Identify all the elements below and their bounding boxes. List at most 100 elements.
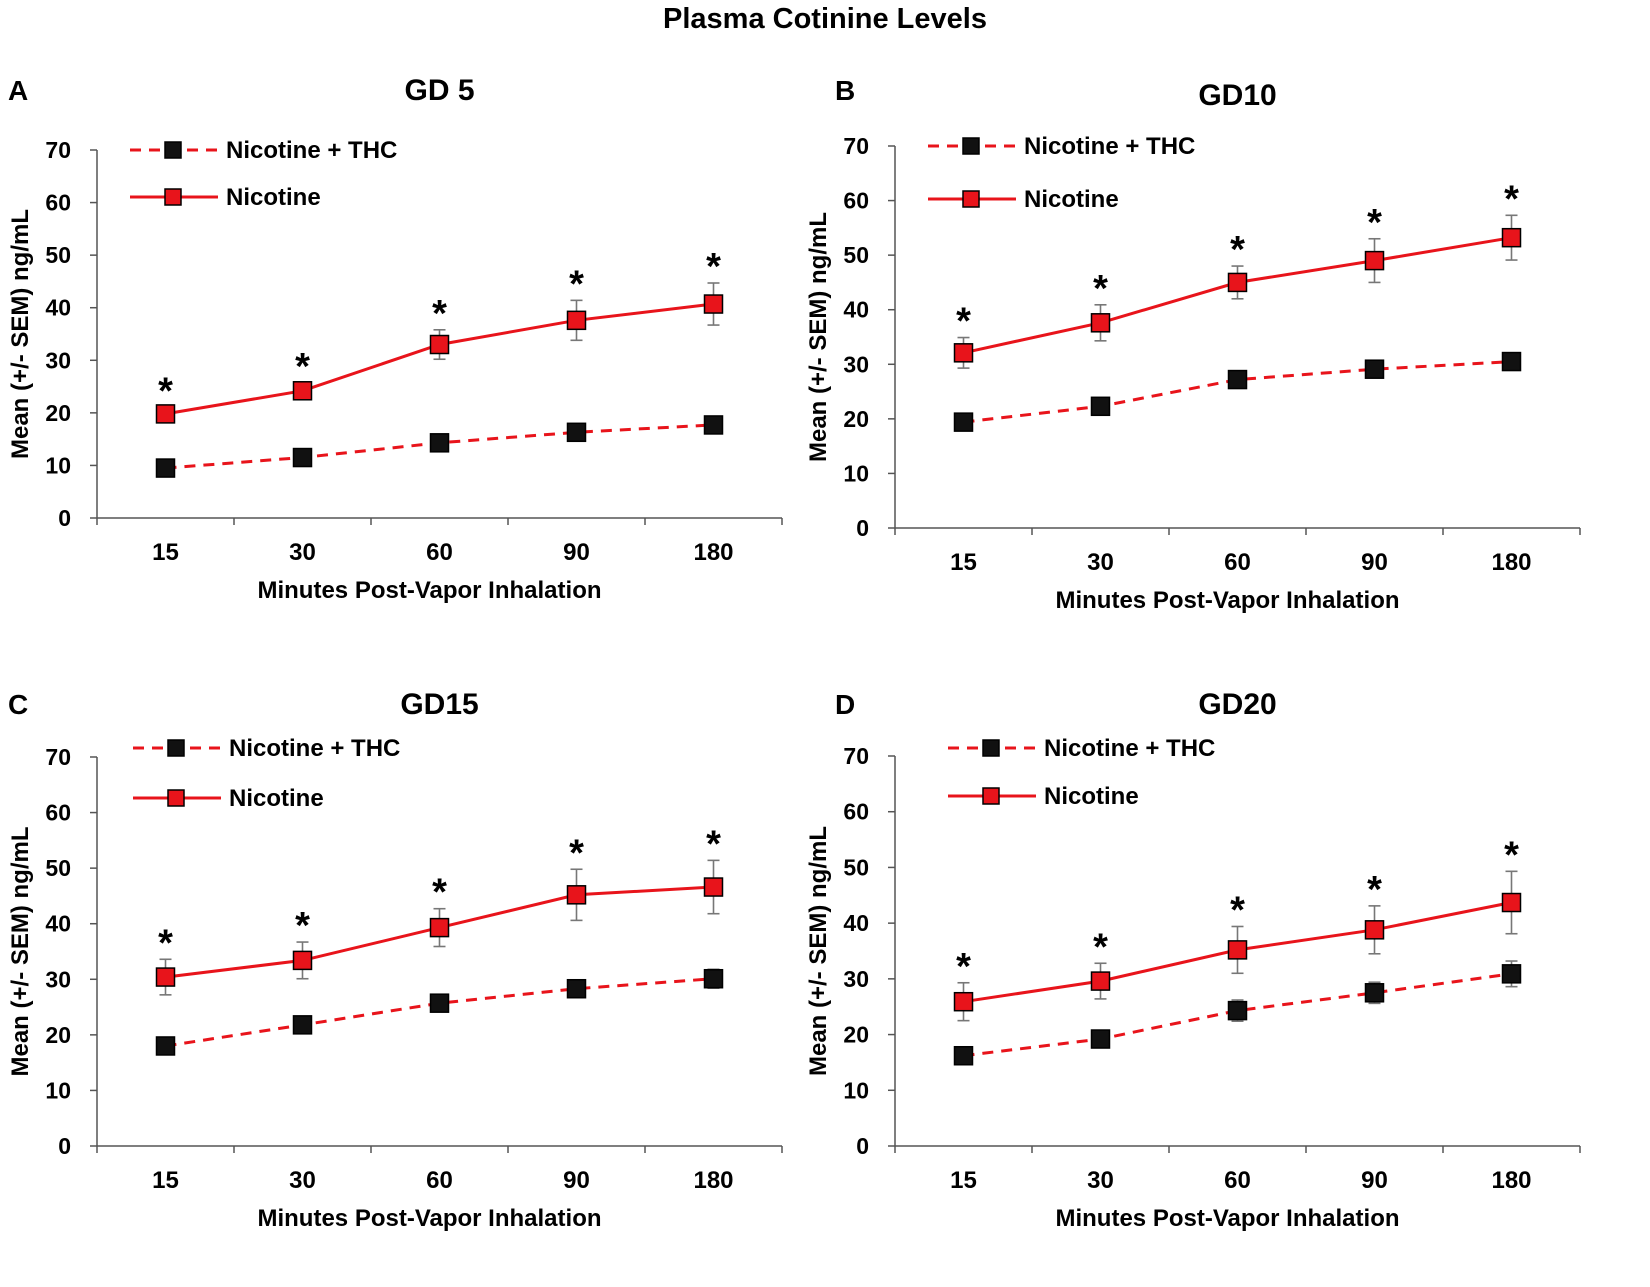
series-line bbox=[963, 360, 1512, 424]
chart-title: GD10 bbox=[1198, 79, 1276, 112]
data-point bbox=[953, 1045, 974, 1066]
x-tick-label: 90 bbox=[563, 1167, 590, 1194]
y-tick-label: 30 bbox=[843, 966, 869, 992]
x-tick-label: 60 bbox=[426, 539, 453, 566]
series-nicotine bbox=[155, 282, 724, 424]
data-point bbox=[155, 1036, 176, 1056]
series-nicotine bbox=[953, 214, 1522, 369]
series-nicotine-thc bbox=[155, 968, 724, 1056]
x-tick-label: 60 bbox=[1224, 1167, 1251, 1194]
x-tick-label: 30 bbox=[289, 539, 316, 566]
significance-marker: * bbox=[1093, 268, 1108, 310]
legend-item-nicotine-thc: Nicotine + THC bbox=[948, 735, 1215, 762]
y-tick-label: 70 bbox=[45, 137, 71, 163]
significance-marker: * bbox=[1230, 889, 1245, 931]
data-point bbox=[1090, 313, 1111, 333]
legend-marker bbox=[164, 141, 182, 159]
chart-panel-d: D GD20 0 10 20 30 40 50 60 70 15 30 60 90 180 Minutes P… bbox=[805, 688, 1581, 1232]
significance-marker: * bbox=[1093, 926, 1108, 968]
legend-label: Nicotine bbox=[226, 184, 321, 211]
y-tick-label: 40 bbox=[843, 910, 869, 936]
y-axis-label: Mean (+/- SEM) ng/mL bbox=[7, 209, 34, 459]
data-point bbox=[292, 381, 313, 401]
y-tick-label: 0 bbox=[58, 505, 71, 531]
chart-panel-c: C GD15 0 10 20 30 40 50 60 70 15 30 60 90 180 Minutes P… bbox=[7, 688, 783, 1232]
significance-marker: * bbox=[1504, 834, 1519, 876]
data-point bbox=[292, 950, 313, 971]
data-point bbox=[703, 968, 724, 989]
legend-label: Nicotine + THC bbox=[229, 735, 400, 762]
data-point bbox=[1364, 359, 1385, 379]
data-point bbox=[1090, 971, 1111, 991]
panel-label: A bbox=[8, 75, 28, 106]
data-point bbox=[1364, 250, 1385, 271]
y-tick-label: 20 bbox=[45, 1022, 71, 1048]
significance-marker: * bbox=[1367, 202, 1382, 244]
x-tick-label: 60 bbox=[1224, 549, 1251, 576]
data-point bbox=[1501, 351, 1522, 372]
significance-marker: * bbox=[295, 346, 310, 388]
x-tick-label: 90 bbox=[1361, 549, 1388, 576]
series-nicotine-thc bbox=[155, 415, 724, 478]
data-point bbox=[429, 433, 450, 453]
legend-marker bbox=[982, 787, 1000, 805]
x-axis-label: Minutes Post-Vapor Inhalation bbox=[1055, 587, 1399, 614]
y-tick-label: 10 bbox=[843, 460, 869, 486]
series-line bbox=[963, 972, 1512, 1058]
significance-marker: * bbox=[432, 293, 447, 335]
data-point bbox=[155, 458, 176, 478]
significance-marker: * bbox=[956, 301, 971, 343]
series-nicotine bbox=[953, 870, 1522, 1022]
significance-marker: * bbox=[706, 823, 721, 865]
y-tick-label: 60 bbox=[45, 800, 71, 826]
legend-item-nicotine-thc: Nicotine + THC bbox=[133, 735, 400, 762]
data-point bbox=[429, 917, 450, 938]
legend-item-nicotine: Nicotine bbox=[133, 785, 324, 812]
significance-marker: * bbox=[569, 832, 584, 874]
data-point bbox=[1501, 964, 1522, 984]
legend-marker bbox=[982, 739, 1000, 757]
x-tick-label: 30 bbox=[289, 1167, 316, 1194]
legend-label: Nicotine + THC bbox=[1024, 133, 1195, 160]
x-axis-label: Minutes Post-Vapor Inhalation bbox=[257, 1205, 601, 1232]
legend-marker bbox=[167, 739, 185, 757]
x-tick-label: 90 bbox=[1361, 1167, 1388, 1194]
data-point bbox=[953, 343, 974, 363]
x-tick-label: 30 bbox=[1087, 1167, 1114, 1194]
legend-item-nicotine-thc: Nicotine + THC bbox=[130, 137, 397, 164]
y-tick-label: 0 bbox=[856, 1133, 869, 1159]
y-tick-label: 50 bbox=[843, 854, 869, 880]
significance-marker: * bbox=[158, 922, 173, 964]
legend-marker bbox=[962, 137, 980, 155]
data-point bbox=[155, 404, 176, 424]
data-point bbox=[1090, 1029, 1111, 1049]
legend-label: Nicotine + THC bbox=[1044, 735, 1215, 762]
panel-label: C bbox=[8, 689, 28, 720]
data-point bbox=[703, 415, 724, 435]
legend-item-nicotine: Nicotine bbox=[130, 184, 321, 211]
y-tick-label: 40 bbox=[45, 911, 71, 937]
legend-label: Nicotine bbox=[229, 785, 324, 812]
data-point bbox=[429, 993, 450, 1013]
legend-label: Nicotine + THC bbox=[226, 137, 397, 164]
data-point bbox=[953, 991, 974, 1012]
chart-panel-a: A GD 5 0 10 20 30 40 50 60 70 15 30 60 90 180 Minutes P… bbox=[7, 74, 783, 604]
chart-title: GD20 bbox=[1198, 688, 1276, 721]
y-tick-label: 10 bbox=[843, 1077, 869, 1103]
significance-marker: * bbox=[1504, 178, 1519, 220]
y-tick-label: 10 bbox=[45, 1077, 71, 1103]
x-tick-label: 180 bbox=[1491, 1167, 1531, 1194]
data-point bbox=[1227, 369, 1248, 390]
y-tick-label: 50 bbox=[45, 855, 71, 881]
y-tick-label: 0 bbox=[856, 515, 869, 541]
series-nicotine-thc bbox=[953, 351, 1522, 432]
data-point bbox=[292, 1015, 313, 1035]
data-point bbox=[703, 877, 724, 897]
data-point bbox=[1501, 227, 1522, 248]
data-point bbox=[1227, 1000, 1248, 1021]
y-tick-label: 60 bbox=[843, 799, 869, 825]
data-point bbox=[566, 422, 587, 443]
legend-marker bbox=[962, 190, 980, 208]
data-point bbox=[1364, 983, 1385, 1003]
